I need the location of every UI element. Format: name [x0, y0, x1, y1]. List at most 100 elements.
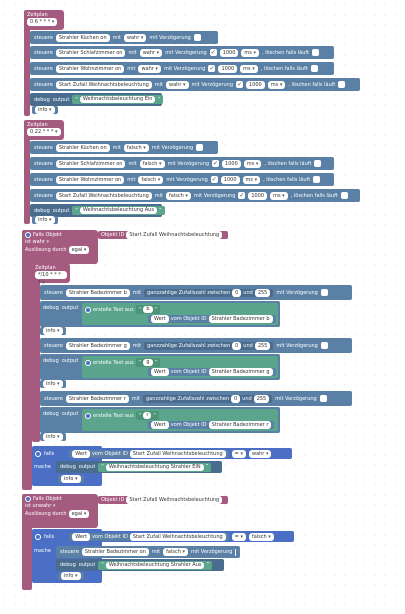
- trigger-object-id[interactable]: Objekt ID Start Zufall Weihnachtsbeleuch…: [98, 496, 228, 504]
- control-start-on[interactable]: steuere Start Zufall Weihnachtsbeleuchtu…: [30, 78, 360, 91]
- if-condition-false[interactable]: falls Wert vom Objekt ID Start Zufall We…: [32, 531, 294, 542]
- debug-output-strahler-aus[interactable]: debug output “ Weihnachtsbeleuchtung Str…: [56, 559, 224, 571]
- object-id-value[interactable]: Strahler Badezimmer g: [208, 368, 273, 376]
- control-bad-g[interactable]: steuere Strahler Badezimmer g mit ganzza…: [40, 338, 352, 353]
- log-level-info[interactable]: info: [32, 216, 58, 224]
- unit-dropdown[interactable]: ms: [243, 159, 262, 168]
- device-id[interactable]: Strahler Badezimmer b: [65, 288, 130, 297]
- debug-output-strahler-ein[interactable]: debug output “ Weihnachtsbeleuchtung Str…: [56, 461, 222, 473]
- clear-checkbox[interactable]: [338, 81, 346, 88]
- gear-icon[interactable]: [85, 412, 91, 419]
- delay-value[interactable]: 1000: [246, 80, 265, 89]
- delay-checkbox[interactable]: [235, 548, 236, 556]
- clear-checkbox[interactable]: [340, 192, 348, 199]
- delay-checkbox[interactable]: [193, 34, 201, 41]
- delay-checkbox[interactable]: ✓: [212, 160, 220, 167]
- letter-value[interactable]: b: [143, 306, 153, 313]
- device-id[interactable]: Start Zufall Weihnachtsbeleuchtung: [55, 80, 152, 89]
- delay-value[interactable]: 1000: [219, 48, 239, 57]
- random-int-block[interactable]: ganzzahlige Zufallszahl zwischen 0 und 2…: [144, 341, 274, 350]
- value-dropdown[interactable]: falsch: [163, 548, 188, 556]
- debug-output-ein[interactable]: debug output “ Weihnachtsbeleuchtung Ein…: [30, 93, 164, 106]
- debug-output-aus[interactable]: debug output “ Weihnachtsbeleuchtung Aus…: [30, 204, 165, 217]
- control-wohn-off[interactable]: steuere Strahler Wohnzimmer on mit falsc…: [30, 173, 334, 186]
- device-id[interactable]: Strahler Badezimmer g: [65, 341, 130, 350]
- schedule-on-block[interactable]: Zeitplan 0 6 * * *: [24, 10, 64, 30]
- clear-checkbox[interactable]: [312, 49, 320, 56]
- object-id-value[interactable]: Strahler Badezimmer b: [208, 315, 273, 323]
- log-level-info[interactable]: info: [58, 475, 84, 483]
- unit-dropdown[interactable]: ms: [241, 48, 260, 57]
- letter-value[interactable]: r: [143, 412, 152, 419]
- value-dropdown[interactable]: wahr: [123, 33, 147, 42]
- log-level-dropdown[interactable]: info: [61, 572, 81, 580]
- gear-icon[interactable]: [25, 232, 31, 238]
- trigger-false-block[interactable]: Falls Objekt ist unwahr ▾ Auslösung durc…: [22, 494, 98, 528]
- object-id-value[interactable]: Start Zufall Weihnachtsbeleuchtung: [126, 496, 223, 504]
- schedule-off-block[interactable]: Zeitplan 0 22 * * *: [24, 120, 64, 140]
- random-schedule-block[interactable]: Zeitplan */10 * * * *: [32, 263, 70, 286]
- object-id-value[interactable]: Start Zufall Weihnachtsbeleuchtung: [129, 449, 226, 458]
- value-of-object[interactable]: Wert vom Objekt ID Start Zufall Weihnach…: [69, 532, 229, 541]
- control-bad-r[interactable]: steuere Strahler Badezimmer r mit ganzza…: [40, 391, 352, 406]
- control-bad-b[interactable]: steuere Strahler Badezimmer b mit ganzza…: [40, 285, 352, 300]
- random-max[interactable]: 255: [253, 394, 270, 403]
- trigger-source-dropdown[interactable]: egal: [68, 246, 90, 254]
- clear-checkbox[interactable]: [310, 65, 318, 72]
- device-id[interactable]: Strahler Küchen on: [55, 33, 110, 42]
- message-text[interactable]: Weihnachtsbeleuchtung Strahler Aus: [105, 561, 205, 569]
- schedule-off-cron[interactable]: 0 22 * * *: [27, 128, 61, 136]
- log-level-dropdown[interactable]: info: [61, 475, 81, 483]
- control-kuechen-off[interactable]: steuere Strahler Küchen on mit falsch mi…: [30, 141, 218, 154]
- delay-value[interactable]: 1000: [222, 159, 241, 168]
- log-level-dropdown[interactable]: info: [43, 380, 63, 388]
- trigger-condition[interactable]: ist unwahr: [25, 503, 52, 509]
- create-text-b[interactable]: erstelle Text aus “ b ” Wert vom Objekt …: [82, 303, 278, 325]
- device-id[interactable]: Strahler Küchen on: [55, 143, 110, 152]
- random-max[interactable]: 255: [254, 341, 271, 350]
- delay-value[interactable]: 1000: [220, 175, 240, 184]
- random-int-block[interactable]: ganzzahlige Zufallszahl zwischen 0 und 2…: [144, 288, 274, 297]
- create-text-r[interactable]: erstelle Text aus “ r ” Wert vom Objekt …: [82, 409, 278, 431]
- compare-value[interactable]: falsch: [248, 532, 274, 541]
- value-of-object[interactable]: Wert vom Objekt ID Start Zufall Weihnach…: [69, 449, 229, 458]
- value-dropdown[interactable]: wahr: [139, 48, 163, 57]
- unit-dropdown[interactable]: ms: [242, 175, 261, 184]
- device-id[interactable]: Strahler Badezimmer r: [65, 394, 129, 403]
- gear-icon[interactable]: [35, 450, 41, 457]
- trigger-condition[interactable]: ist wahr: [25, 239, 45, 245]
- log-level-dropdown[interactable]: info: [35, 216, 55, 224]
- object-id-value[interactable]: Strahler Badezimmer r: [208, 421, 272, 429]
- schedule-on-cron[interactable]: 0 6 * * *: [27, 18, 58, 26]
- message-text[interactable]: Weihnachtsbeleuchtung Ein: [79, 96, 156, 103]
- unit-dropdown[interactable]: ms: [270, 191, 288, 200]
- control-schlaf-off[interactable]: steuere Strahler Schlafzimmer on mit fal…: [30, 157, 334, 170]
- clear-checkbox[interactable]: [313, 176, 321, 183]
- delay-value[interactable]: 1000: [218, 64, 238, 73]
- value-dropdown[interactable]: wahr: [138, 64, 161, 73]
- control-wohn-on[interactable]: steuere Strahler Wohnzimmer on mit wahr …: [30, 62, 334, 75]
- delay-checkbox[interactable]: ✓: [209, 49, 217, 56]
- if-condition-true[interactable]: falls Wert vom Objekt ID Start Zufall We…: [32, 448, 292, 459]
- delay-checkbox[interactable]: ✓: [208, 65, 216, 72]
- delay-checkbox[interactable]: [320, 289, 328, 296]
- unit-dropdown[interactable]: ms: [240, 64, 258, 73]
- value-dropdown[interactable]: falsch: [123, 143, 149, 152]
- message-text[interactable]: Weihnachtsbeleuchtung Strahler EIN: [105, 463, 204, 471]
- log-level-info[interactable]: info: [40, 380, 66, 388]
- log-level-info[interactable]: info: [32, 106, 58, 114]
- gear-icon[interactable]: [85, 359, 91, 366]
- value-dropdown[interactable]: falsch: [166, 191, 191, 200]
- value-of-object[interactable]: Wert vom Objekt ID Strahler Badezimmer b: [148, 315, 276, 323]
- compare-operator[interactable]: =: [231, 449, 246, 458]
- log-level-info[interactable]: info: [40, 327, 66, 335]
- value-of-object[interactable]: Wert vom Objekt ID Strahler Badezimmer r: [148, 421, 275, 429]
- gear-icon[interactable]: [25, 496, 31, 502]
- log-level-info[interactable]: info: [58, 572, 84, 580]
- log-level-dropdown[interactable]: info: [35, 106, 55, 114]
- value-dropdown[interactable]: wahr: [166, 80, 189, 89]
- letter-value[interactable]: g: [143, 359, 153, 366]
- delay-checkbox[interactable]: [319, 395, 327, 402]
- log-level-dropdown[interactable]: info: [43, 433, 63, 441]
- unit-dropdown[interactable]: ms: [267, 80, 286, 89]
